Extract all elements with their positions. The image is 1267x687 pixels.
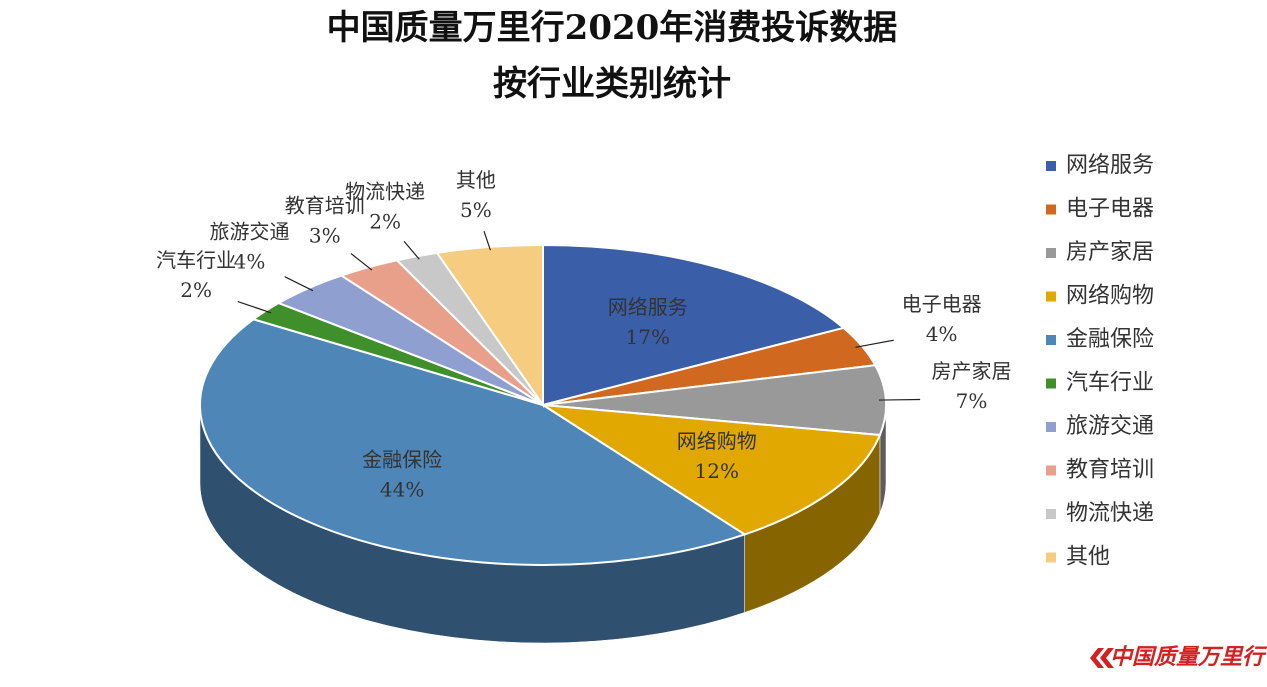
legend-marker bbox=[1046, 422, 1056, 432]
slice bbox=[542, 243, 846, 407]
legend-label: 物流快递 bbox=[1066, 501, 1154, 526]
leader-line bbox=[483, 230, 491, 251]
leader-line bbox=[237, 300, 272, 314]
slice-value-label: 2% bbox=[369, 210, 401, 234]
legend-label: 其他 bbox=[1066, 545, 1110, 570]
legend-label: 网络购物 bbox=[1066, 284, 1154, 309]
slice-value-label: 4% bbox=[926, 322, 958, 346]
leader-line bbox=[878, 398, 921, 401]
slice-label: 网络购物 bbox=[677, 429, 757, 453]
legend-marker bbox=[1046, 378, 1056, 389]
leader-line bbox=[855, 339, 894, 348]
legend-label: 网络服务 bbox=[1066, 153, 1154, 178]
leader-line bbox=[350, 253, 373, 271]
legend-label: 金融保险 bbox=[1066, 327, 1154, 352]
legend-label: 房产家居 bbox=[1066, 240, 1154, 265]
slice-label: 汽车行业 bbox=[156, 248, 236, 272]
slice-label: 物流快递 bbox=[345, 180, 425, 204]
leader-line bbox=[403, 240, 420, 260]
legend-marker bbox=[1046, 465, 1056, 476]
slice-value-label: 7% bbox=[956, 389, 988, 413]
slice-label: 房产家居 bbox=[932, 359, 1012, 383]
legend-label: 电子电器 bbox=[1066, 197, 1154, 222]
legend-marker bbox=[1046, 204, 1056, 215]
slice bbox=[542, 404, 882, 536]
slice-label: 网络服务 bbox=[608, 295, 688, 319]
chart-subtitle: 按行业类别统计 bbox=[493, 64, 731, 104]
legend-marker bbox=[1046, 248, 1056, 258]
chart-title: 中国质量万里行2020年消费投诉数据 bbox=[327, 8, 898, 48]
slice-value-label: 17% bbox=[626, 325, 670, 349]
legend-marker bbox=[1046, 552, 1056, 563]
legend-marker bbox=[1046, 335, 1056, 345]
legend-marker bbox=[1046, 291, 1056, 302]
slice-value-label: 12% bbox=[695, 459, 739, 483]
slice-label: 教育培训 bbox=[285, 193, 365, 217]
slice-value-label: 44% bbox=[380, 477, 424, 501]
legend-marker bbox=[1046, 161, 1056, 171]
slice-label: 电子电器 bbox=[902, 292, 982, 316]
slice-label: 旅游交通 bbox=[210, 220, 290, 244]
logo-text: 中国质量万里行 bbox=[1110, 644, 1267, 670]
slice-label: 其他 bbox=[456, 168, 496, 192]
legend-label: 汽车行业 bbox=[1066, 371, 1154, 396]
slice-value-label: 4% bbox=[234, 250, 266, 274]
legend-label: 教育培训 bbox=[1066, 458, 1154, 483]
slice-value-label: 3% bbox=[309, 223, 341, 247]
slice-value-label: 5% bbox=[460, 198, 492, 222]
slice bbox=[199, 318, 747, 566]
slice-value-label: 2% bbox=[180, 278, 212, 302]
legend-marker bbox=[1046, 509, 1056, 519]
leader-line bbox=[284, 276, 314, 292]
legend-label: 旅游交通 bbox=[1066, 414, 1154, 439]
slice-label: 金融保险 bbox=[362, 447, 442, 471]
logo-icon bbox=[1090, 648, 1114, 668]
